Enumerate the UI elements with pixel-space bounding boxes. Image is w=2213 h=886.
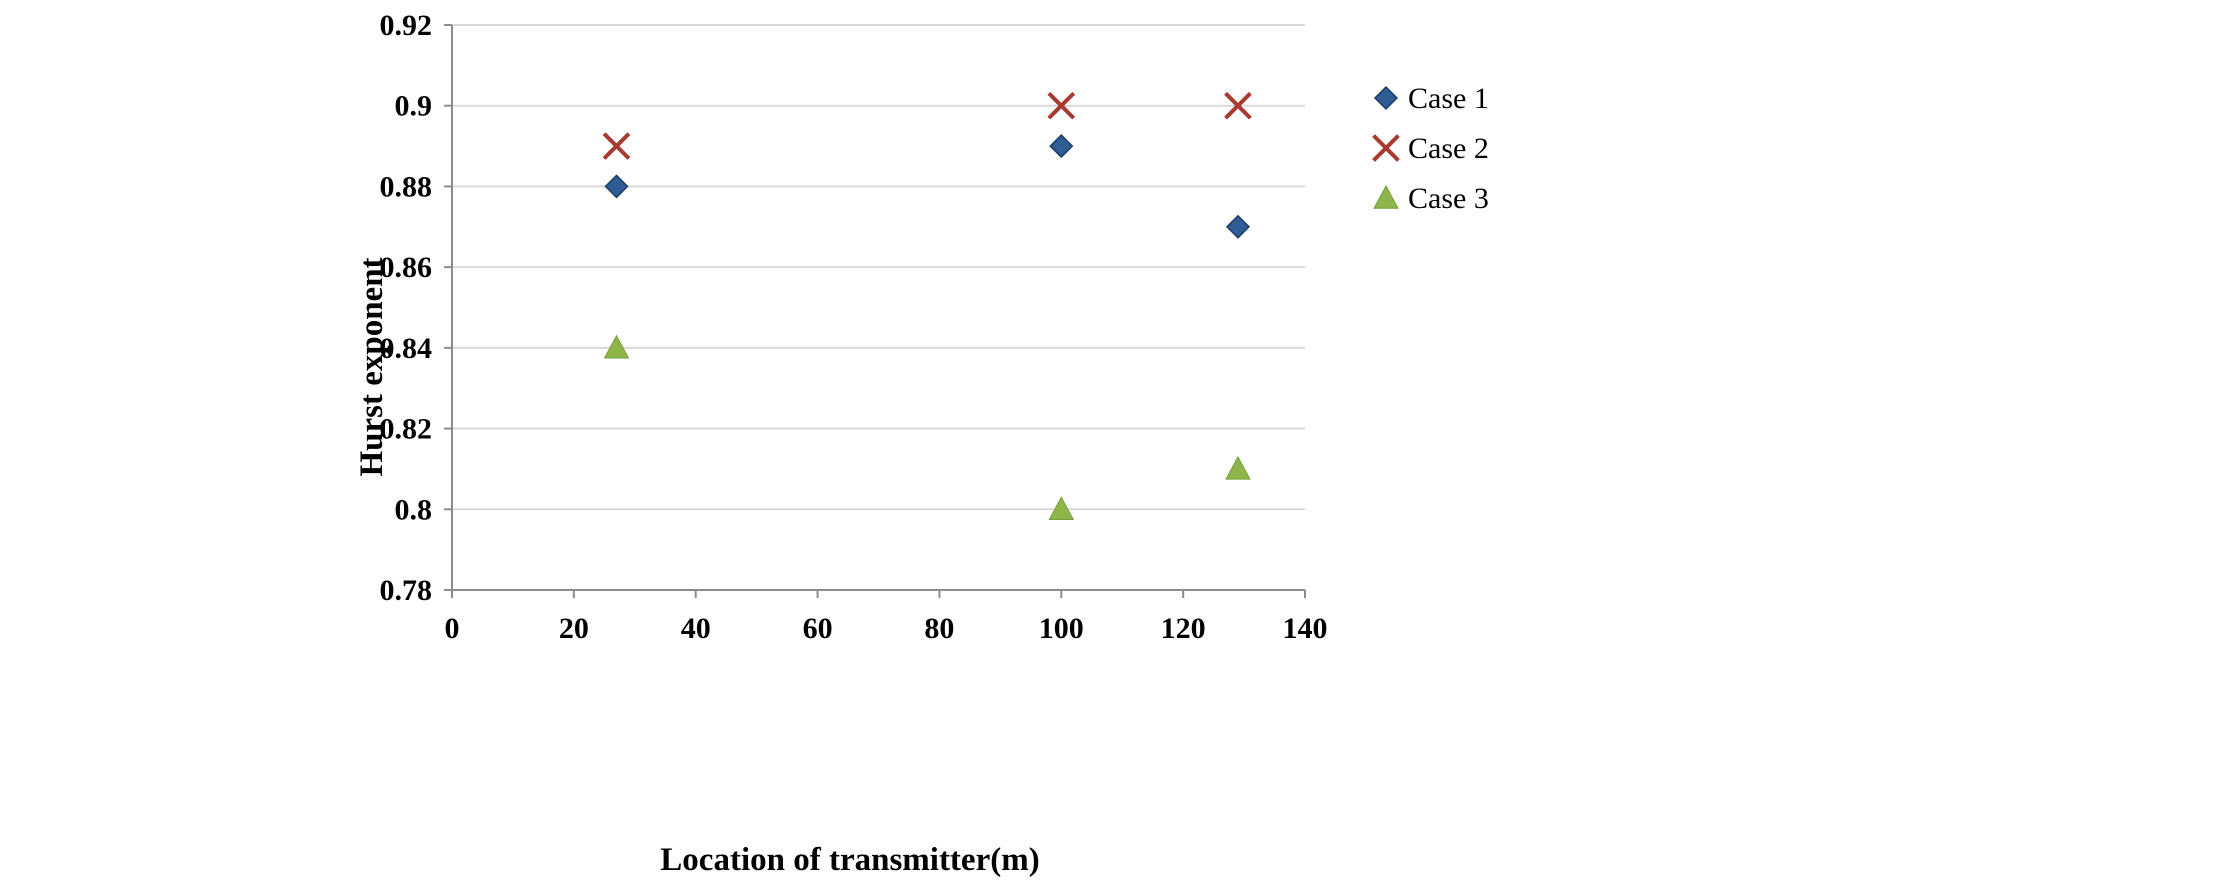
x-tick-label: 80 <box>924 612 954 645</box>
data-point <box>1225 214 1251 239</box>
x-axis-title: Location of transmitter(m) <box>660 842 1039 878</box>
x-tick-label: 140 <box>1283 612 1328 645</box>
legend-label: Case 3 <box>1408 182 1489 215</box>
y-tick-label: 0.78 <box>380 574 433 607</box>
legend-label: Case 2 <box>1408 132 1489 165</box>
x-tick-label: 40 <box>681 612 711 645</box>
data-point <box>604 174 629 199</box>
legend-marker <box>1373 85 1399 111</box>
x-tick-label: 120 <box>1161 612 1206 645</box>
legend-marker <box>1372 134 1400 162</box>
x-tick-label: 20 <box>559 612 589 645</box>
data-point <box>1048 496 1075 520</box>
x-tick-label: 60 <box>803 612 833 645</box>
legend-marker <box>1373 184 1399 209</box>
data-point <box>602 132 631 160</box>
data-point <box>1049 134 1074 159</box>
y-tick-label: 0.9 <box>395 90 433 123</box>
legend-item: Case 2 <box>1372 132 1489 165</box>
y-tick-label: 0.92 <box>380 9 433 42</box>
legend: Case 1 Case 2 Case 3 <box>1372 82 1489 215</box>
y-axis-title: Hurst exponent <box>354 257 390 476</box>
data-points <box>602 91 1252 520</box>
y-tick-label: 0.82 <box>380 413 433 446</box>
y-tick-label: 0.88 <box>380 170 433 203</box>
x-tick-label: 0 <box>445 612 460 645</box>
legend-item: Case 3 <box>1373 182 1489 215</box>
gridlines <box>452 24 1305 511</box>
y-tick-label: 0.84 <box>380 332 433 365</box>
tick-labels: 0.78 0.8 0.82 0.84 0.86 0.88 0.9 0.92 0 20 40 60 80 1… <box>380 9 1328 645</box>
data-point <box>1224 91 1252 120</box>
x-tick-label: 100 <box>1039 612 1084 645</box>
legend-item: Case 1 <box>1373 82 1489 115</box>
y-tick-label: 0.8 <box>395 493 433 526</box>
legend-label: Case 1 <box>1408 82 1489 115</box>
axes <box>444 24 1306 598</box>
y-tick-label: 0.86 <box>380 251 433 284</box>
data-point <box>1225 455 1251 480</box>
data-point <box>603 334 630 359</box>
data-point <box>1047 91 1076 120</box>
